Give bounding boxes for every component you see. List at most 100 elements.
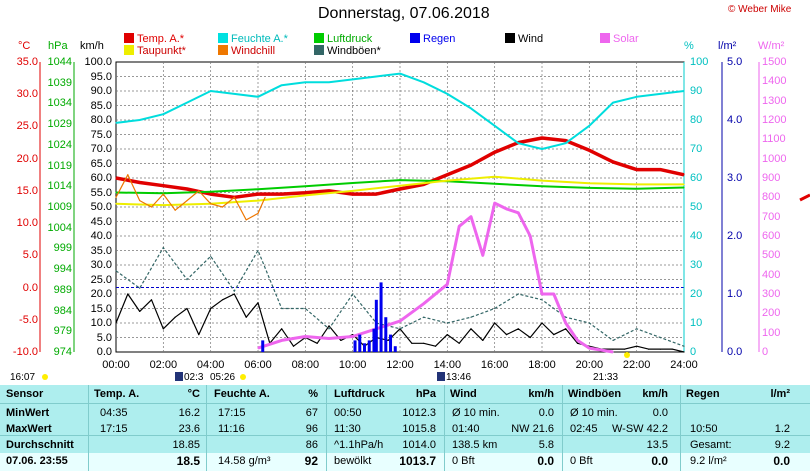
data-point xyxy=(541,322,543,324)
windchill-series-line xyxy=(115,174,266,221)
next-chart-fragment xyxy=(799,193,810,202)
data-point xyxy=(494,151,496,153)
data-point xyxy=(363,345,366,347)
data-point xyxy=(139,199,141,202)
data-point xyxy=(257,249,259,252)
data-point xyxy=(281,328,283,330)
legend-swatch xyxy=(314,33,324,43)
data-point xyxy=(139,310,141,312)
pressure-time-cell: 00:50 xyxy=(334,407,362,419)
legend-item: Solar xyxy=(600,33,639,45)
temp-tick-label: 20.0 xyxy=(16,152,38,165)
data-point xyxy=(162,204,164,206)
wind-series-line xyxy=(115,293,685,353)
data-point xyxy=(186,278,188,281)
temp-value-cell: 16.2 xyxy=(178,407,200,419)
data-point xyxy=(446,334,448,336)
wind-tick-label: 100.0 xyxy=(84,56,112,68)
temp-value-cell: 23.6 xyxy=(178,423,200,435)
data-point xyxy=(221,299,224,301)
pressure-tick-label: 989 xyxy=(53,283,72,296)
solar-series-line xyxy=(257,201,614,354)
pressure-tick-label: 999 xyxy=(53,242,72,255)
legend-item: Windböen* xyxy=(314,45,381,57)
data-point xyxy=(139,287,141,289)
data-point xyxy=(517,293,519,295)
rain-tick-label: 5.0 xyxy=(727,56,743,68)
x-tick-label: 22:00 xyxy=(622,359,651,371)
data-point xyxy=(494,307,496,310)
windben-series-line xyxy=(115,247,685,347)
brand-label[interactable]: © Weber Mike xyxy=(728,4,792,15)
data-point xyxy=(553,293,555,295)
data-point xyxy=(127,293,129,295)
legend-swatch xyxy=(600,33,610,43)
data-point xyxy=(115,122,117,124)
data-point xyxy=(541,293,543,295)
pressure-tick-label: 1024 xyxy=(47,138,72,151)
data-point xyxy=(281,84,283,86)
humidity-value-cell: 96 xyxy=(305,423,318,435)
humidity-tick-label: 50 xyxy=(690,201,703,213)
data-point xyxy=(162,193,164,195)
data-point xyxy=(245,316,247,318)
table-header-cell: °C xyxy=(187,388,200,400)
data-point xyxy=(541,179,543,182)
rain-value-cell: 0.0 xyxy=(773,454,790,468)
data-point xyxy=(588,347,590,349)
data-point xyxy=(529,235,531,237)
solar-tick-label: 1000 xyxy=(762,152,787,165)
pressure-value-cell: 1012.3 xyxy=(402,407,436,419)
data-point xyxy=(328,81,330,83)
wind-tick-label: 75.0 xyxy=(90,128,112,141)
data-point xyxy=(352,190,354,192)
data-point xyxy=(174,209,176,211)
x-tick-label: 12:00 xyxy=(386,359,414,371)
temp-tick-label: -10.0 xyxy=(12,346,38,358)
table-header-row xyxy=(0,385,810,404)
rain-bar xyxy=(353,340,357,352)
gust-desc-cell: 0 Bft xyxy=(570,455,593,467)
solar-tick-label: 100 xyxy=(762,326,781,339)
humidity-tick-label: 0 xyxy=(690,346,697,358)
gust-direction-cell: W-SW 42.2 xyxy=(611,423,668,435)
data-point xyxy=(245,219,247,221)
solar-tick-label: 300 xyxy=(762,288,781,300)
pressure-time-cell: bewölkt xyxy=(334,455,372,467)
pressure-axis-unit: hPa xyxy=(48,40,68,52)
data-point xyxy=(399,179,401,181)
data-point xyxy=(316,342,318,344)
temp-tick-label: 10.0 xyxy=(16,217,38,230)
solar-axis-unit: W/m² xyxy=(758,40,785,52)
data-point xyxy=(399,328,401,330)
data-point xyxy=(470,216,472,218)
data-point xyxy=(233,293,235,295)
data-point xyxy=(588,322,590,324)
data-point xyxy=(482,254,484,256)
data-point xyxy=(494,125,496,127)
data-point xyxy=(399,73,401,75)
data-point xyxy=(565,316,567,318)
gust-desc-cell: 02:45 xyxy=(570,423,598,435)
data-point xyxy=(565,140,567,142)
wind-tick-label: 85.0 xyxy=(90,99,112,112)
table-header-cell: % xyxy=(308,388,318,400)
wind-tick-label: 5.0 xyxy=(96,331,112,344)
data-point xyxy=(494,202,496,204)
data-point xyxy=(600,348,602,350)
data-point xyxy=(565,322,567,324)
data-point xyxy=(588,187,590,189)
data-point xyxy=(352,193,354,195)
x-tick-label: 16:00 xyxy=(480,359,509,371)
solar-tick-label: 500 xyxy=(762,249,781,262)
table-row-label: Durchschnitt xyxy=(6,439,74,451)
data-point xyxy=(115,191,117,194)
data-point xyxy=(115,203,117,205)
humidity-tick-label: 40 xyxy=(690,230,703,242)
data-point xyxy=(375,193,377,195)
legend-item: Feuchte A.* xyxy=(218,33,288,45)
wind-value-cell: 0.0 xyxy=(538,407,554,419)
solar-tick-label: 1500 xyxy=(762,56,787,68)
legend-label: Taupunkt* xyxy=(137,45,186,57)
data-point xyxy=(399,320,401,322)
